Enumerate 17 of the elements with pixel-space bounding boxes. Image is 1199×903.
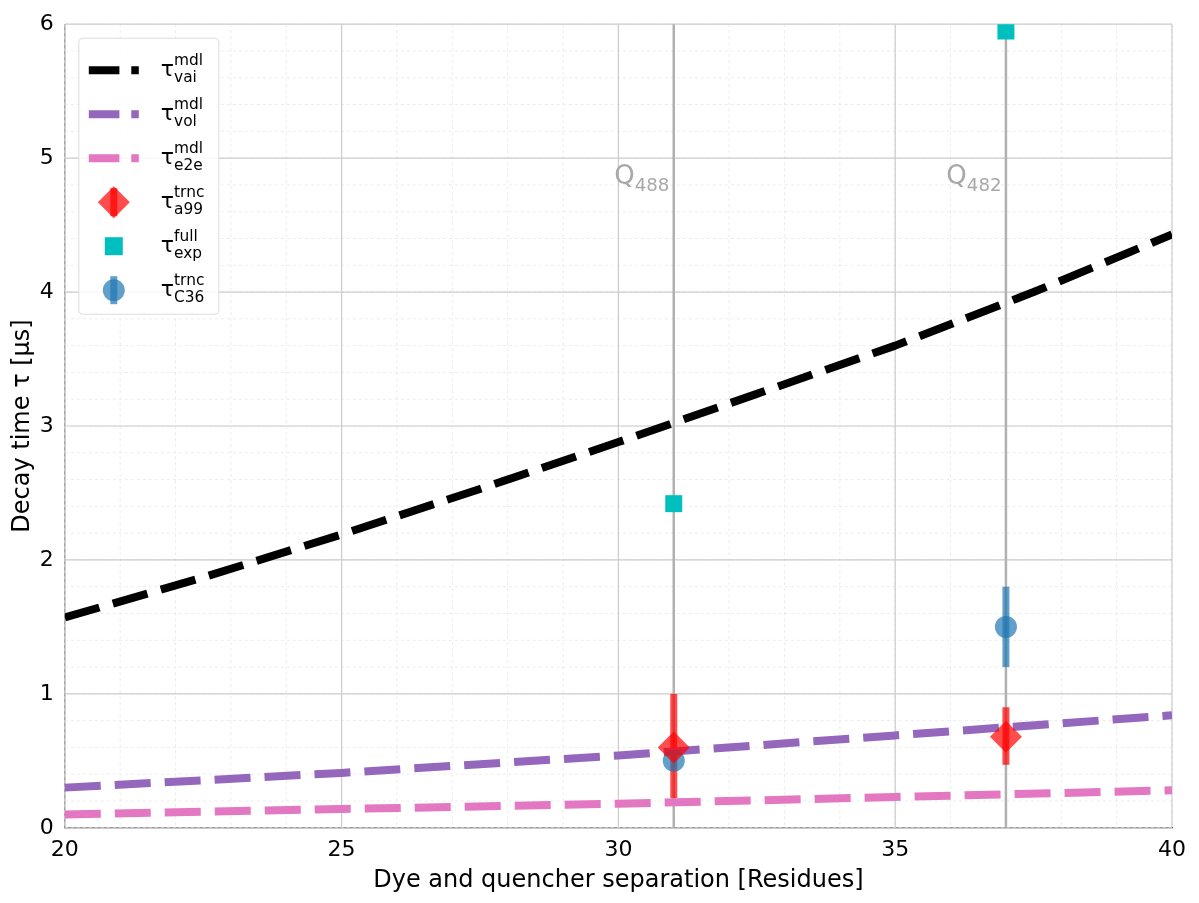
point bbox=[994, 615, 1017, 638]
x-tick-label: 25 bbox=[327, 835, 356, 861]
y-tick-label: 3 bbox=[39, 411, 54, 437]
x-tick-label: 35 bbox=[881, 835, 910, 861]
y-axis-title: Decay time τ [μs] bbox=[6, 319, 35, 533]
x-tick-label: 40 bbox=[1158, 835, 1186, 861]
point bbox=[997, 24, 1015, 40]
y-tick-label: 5 bbox=[39, 143, 54, 169]
y-tick-label: 1 bbox=[39, 679, 54, 705]
point bbox=[989, 720, 1022, 753]
y-tick-label: 4 bbox=[39, 277, 54, 303]
point bbox=[665, 495, 683, 513]
x-axis-title: Dye and quencher separation [Residues] bbox=[373, 864, 864, 893]
y-tick-label: 2 bbox=[39, 545, 54, 571]
point bbox=[657, 731, 690, 764]
x-tick-label: 30 bbox=[604, 835, 633, 861]
y-tick-label: 6 bbox=[39, 9, 54, 35]
